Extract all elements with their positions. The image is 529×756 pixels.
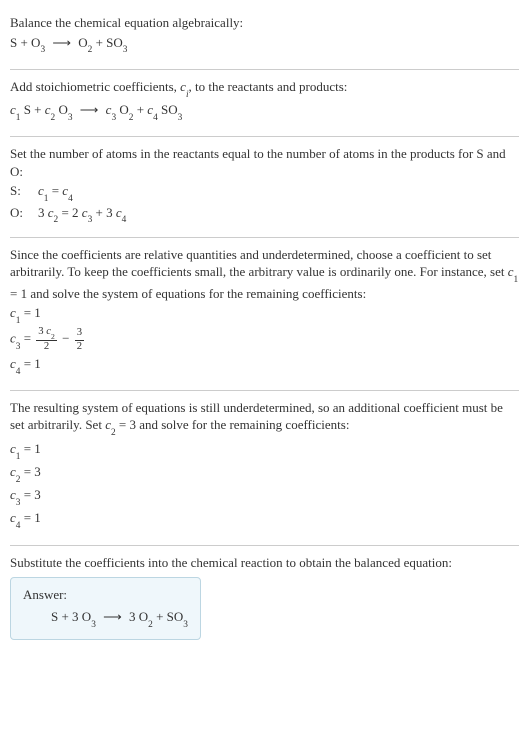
section-underdetermined-2: The resulting system of equations is sti… [10,393,519,543]
atom-balance-text: Set the number of atoms in the reactants… [10,145,519,180]
answer-equation: S + 3 O3 ⟶ 3 O2 + SO3 [23,608,188,629]
atom-label: O: [10,204,38,225]
atom-equation: 3 c2 = 2 c3 + 3 c4 [38,204,126,225]
intro-equation: S + O3 ⟶ O2 + SO3 [10,34,519,55]
under1-line: c3 = 3 c22 − 32 [10,327,519,352]
under1-line: c4 = 1 [10,355,519,376]
divider [10,69,519,70]
under2-text: The resulting system of equations is sti… [10,399,519,438]
under2-line: c1 = 1 [10,440,519,461]
intro-title: Balance the chemical equation algebraica… [10,14,519,32]
divider [10,390,519,391]
section-coeffs: Add stoichiometric coefficients, ci, to … [10,72,519,134]
section-underdetermined-1: Since the coefficients are relative quan… [10,240,519,388]
section-atom-balance: Set the number of atoms in the reactants… [10,139,519,235]
answer-label: Answer: [23,586,188,604]
atom-balance-row: O: 3 c2 = 2 c3 + 3 c4 [10,204,519,225]
section-intro: Balance the chemical equation algebraica… [10,8,519,67]
divider [10,136,519,137]
answer-box: Answer: S + 3 O3 ⟶ 3 O2 + SO3 [10,577,201,640]
divider [10,237,519,238]
coeffs-text: Add stoichiometric coefficients, ci, to … [10,78,519,99]
coeffs-equation: c1 S + c2 O3 ⟶ c3 O2 + c4 SO3 [10,101,519,122]
under2-line: c3 = 3 [10,486,519,507]
section-substitute: Substitute the coefficients into the che… [10,548,519,650]
atom-balance-list: S: c1 = c4 O: 3 c2 = 2 c3 + 3 c4 [10,182,519,224]
substitute-text: Substitute the coefficients into the che… [10,554,519,572]
divider [10,545,519,546]
under2-line: c4 = 1 [10,509,519,530]
under1-text: Since the coefficients are relative quan… [10,246,519,302]
atom-equation: c1 = c4 [38,182,73,203]
atom-label: S: [10,182,38,203]
atom-balance-row: S: c1 = c4 [10,182,519,203]
under1-line: c1 = 1 [10,304,519,325]
under2-line: c2 = 3 [10,463,519,484]
